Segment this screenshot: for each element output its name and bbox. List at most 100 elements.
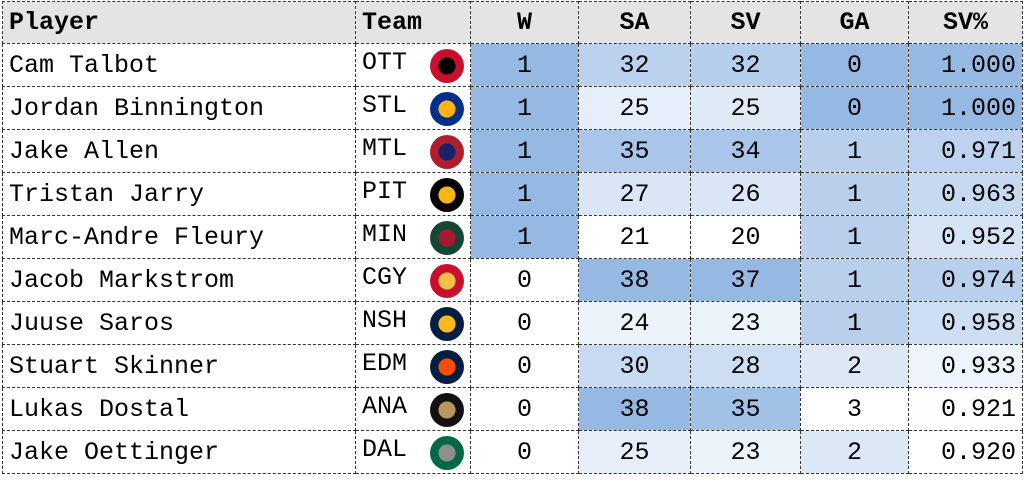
- table-row: Jake Oettinger DAL 0 25 23 2 0.920: [2, 430, 1023, 474]
- cell-text: SV%: [942, 8, 988, 37]
- table-row: Juuse Saros NSH 0 24 23 1 0.958: [2, 301, 1023, 345]
- stat-cell: 0: [470, 387, 579, 431]
- table-row: Jordan Binnington STL 1 25 25 0 1.000: [2, 86, 1023, 130]
- cell-text: MIN: [362, 219, 408, 249]
- cell-text: 1: [846, 265, 862, 295]
- column-header: Team: [355, 1, 471, 44]
- cell-text: 1: [516, 50, 532, 80]
- cell-text: 2: [846, 351, 862, 381]
- player-cell: Tristan Jarry: [2, 172, 356, 216]
- stat-cell: 0.963: [908, 172, 1023, 216]
- stat-cell: 30: [578, 344, 691, 388]
- cell-text: 37: [730, 265, 761, 295]
- team-cell: MIN: [355, 215, 471, 259]
- cell-text: 25: [619, 93, 650, 123]
- team-cell: MTL: [355, 129, 471, 173]
- cell-text: 0: [846, 50, 862, 80]
- column-header: GA: [800, 1, 909, 44]
- stat-cell: 1: [800, 301, 909, 345]
- cell-text: 25: [730, 93, 761, 123]
- stat-cell: 0.920: [908, 430, 1023, 474]
- cell-text: 1.000: [940, 93, 1016, 123]
- cell-text: 28: [730, 351, 761, 381]
- cell-text: 2: [846, 437, 862, 467]
- stat-cell: 20: [690, 215, 801, 259]
- cell-text: Tristan Jarry: [9, 179, 205, 209]
- stat-cell: 38: [578, 387, 691, 431]
- cell-text: 35: [730, 394, 761, 424]
- team-logo: [430, 435, 464, 470]
- stat-cell: 32: [690, 43, 801, 87]
- stat-cell: 26: [690, 172, 801, 216]
- team-logo: [430, 349, 464, 384]
- cell-text: 32: [619, 50, 650, 80]
- cell-text: SA: [619, 8, 650, 37]
- cell-text: GA: [839, 8, 870, 37]
- table-row: Lukas Dostal ANA 0 38 35 3 0.921: [2, 387, 1023, 431]
- table-row: Stuart Skinner EDM 0 30 28 2 0.933: [2, 344, 1023, 388]
- cell-text: 0: [516, 351, 532, 381]
- cell-text: 1: [516, 93, 532, 123]
- stat-cell: 38: [578, 258, 691, 302]
- page: Player Team W SA SV GA SV% Cam Talbot OTT 1 32 32 0…: [0, 1, 1024, 474]
- stat-cell: 25: [578, 430, 691, 474]
- stat-cell: 23: [690, 430, 801, 474]
- column-header: SV%: [908, 1, 1023, 44]
- column-header: SA: [578, 1, 691, 44]
- stat-cell: 1: [470, 86, 579, 130]
- stat-cell: 35: [690, 387, 801, 431]
- cell-text: 1: [516, 136, 532, 166]
- player-cell: Stuart Skinner: [2, 344, 356, 388]
- stat-cell: 0.933: [908, 344, 1023, 388]
- cell-text: 38: [619, 265, 650, 295]
- stat-cell: 2: [800, 430, 909, 474]
- cell-text: Team: [362, 8, 423, 37]
- cell-text: 32: [730, 50, 761, 80]
- cell-text: 3: [846, 394, 862, 424]
- team-logo: [430, 91, 464, 126]
- stat-cell: 2: [800, 344, 909, 388]
- team-cell: DAL: [355, 430, 471, 474]
- cell-text: 25: [619, 437, 650, 467]
- team-logo: [430, 220, 464, 255]
- cell-text: Juuse Saros: [9, 308, 175, 338]
- column-header: SV: [690, 1, 801, 44]
- cell-text: Lukas Dostal: [9, 394, 190, 424]
- cell-text: Jake Allen: [9, 136, 160, 166]
- stat-cell: 1: [470, 129, 579, 173]
- table-row: Jake Allen MTL 1 35 34 1 0.971: [2, 129, 1023, 173]
- cell-text: 1: [846, 222, 862, 252]
- cell-text: Jordan Binnington: [9, 93, 265, 123]
- cell-text: 0.963: [940, 179, 1016, 209]
- stat-cell: 32: [578, 43, 691, 87]
- cell-text: SV: [730, 8, 761, 37]
- team-logo: [430, 263, 464, 298]
- player-cell: Jordan Binnington: [2, 86, 356, 130]
- cell-text: Cam Talbot: [9, 50, 160, 80]
- cell-text: 21: [619, 222, 650, 252]
- cell-text: STL: [362, 90, 408, 120]
- team-cell: OTT: [355, 43, 471, 87]
- team-logo: [430, 306, 464, 341]
- cell-text: 0: [516, 265, 532, 295]
- cell-text: 1: [846, 136, 862, 166]
- cell-text: NSH: [362, 305, 408, 335]
- team-cell: PIT: [355, 172, 471, 216]
- stat-cell: 0.921: [908, 387, 1023, 431]
- team-cell: NSH: [355, 301, 471, 345]
- stat-cell: 24: [578, 301, 691, 345]
- stat-cell: 0.958: [908, 301, 1023, 345]
- column-header: Player: [2, 1, 356, 44]
- player-cell: Juuse Saros: [2, 301, 356, 345]
- stat-cell: 21: [578, 215, 691, 259]
- cell-text: PIT: [362, 176, 408, 206]
- cell-text: 0: [846, 93, 862, 123]
- stat-cell: 23: [690, 301, 801, 345]
- stat-cell: 0: [470, 258, 579, 302]
- stat-cell: 0: [800, 86, 909, 130]
- cell-text: W: [516, 8, 532, 37]
- stat-cell: 1: [470, 215, 579, 259]
- cell-text: 1: [846, 179, 862, 209]
- stat-cell: 25: [690, 86, 801, 130]
- team-logo: [430, 134, 464, 169]
